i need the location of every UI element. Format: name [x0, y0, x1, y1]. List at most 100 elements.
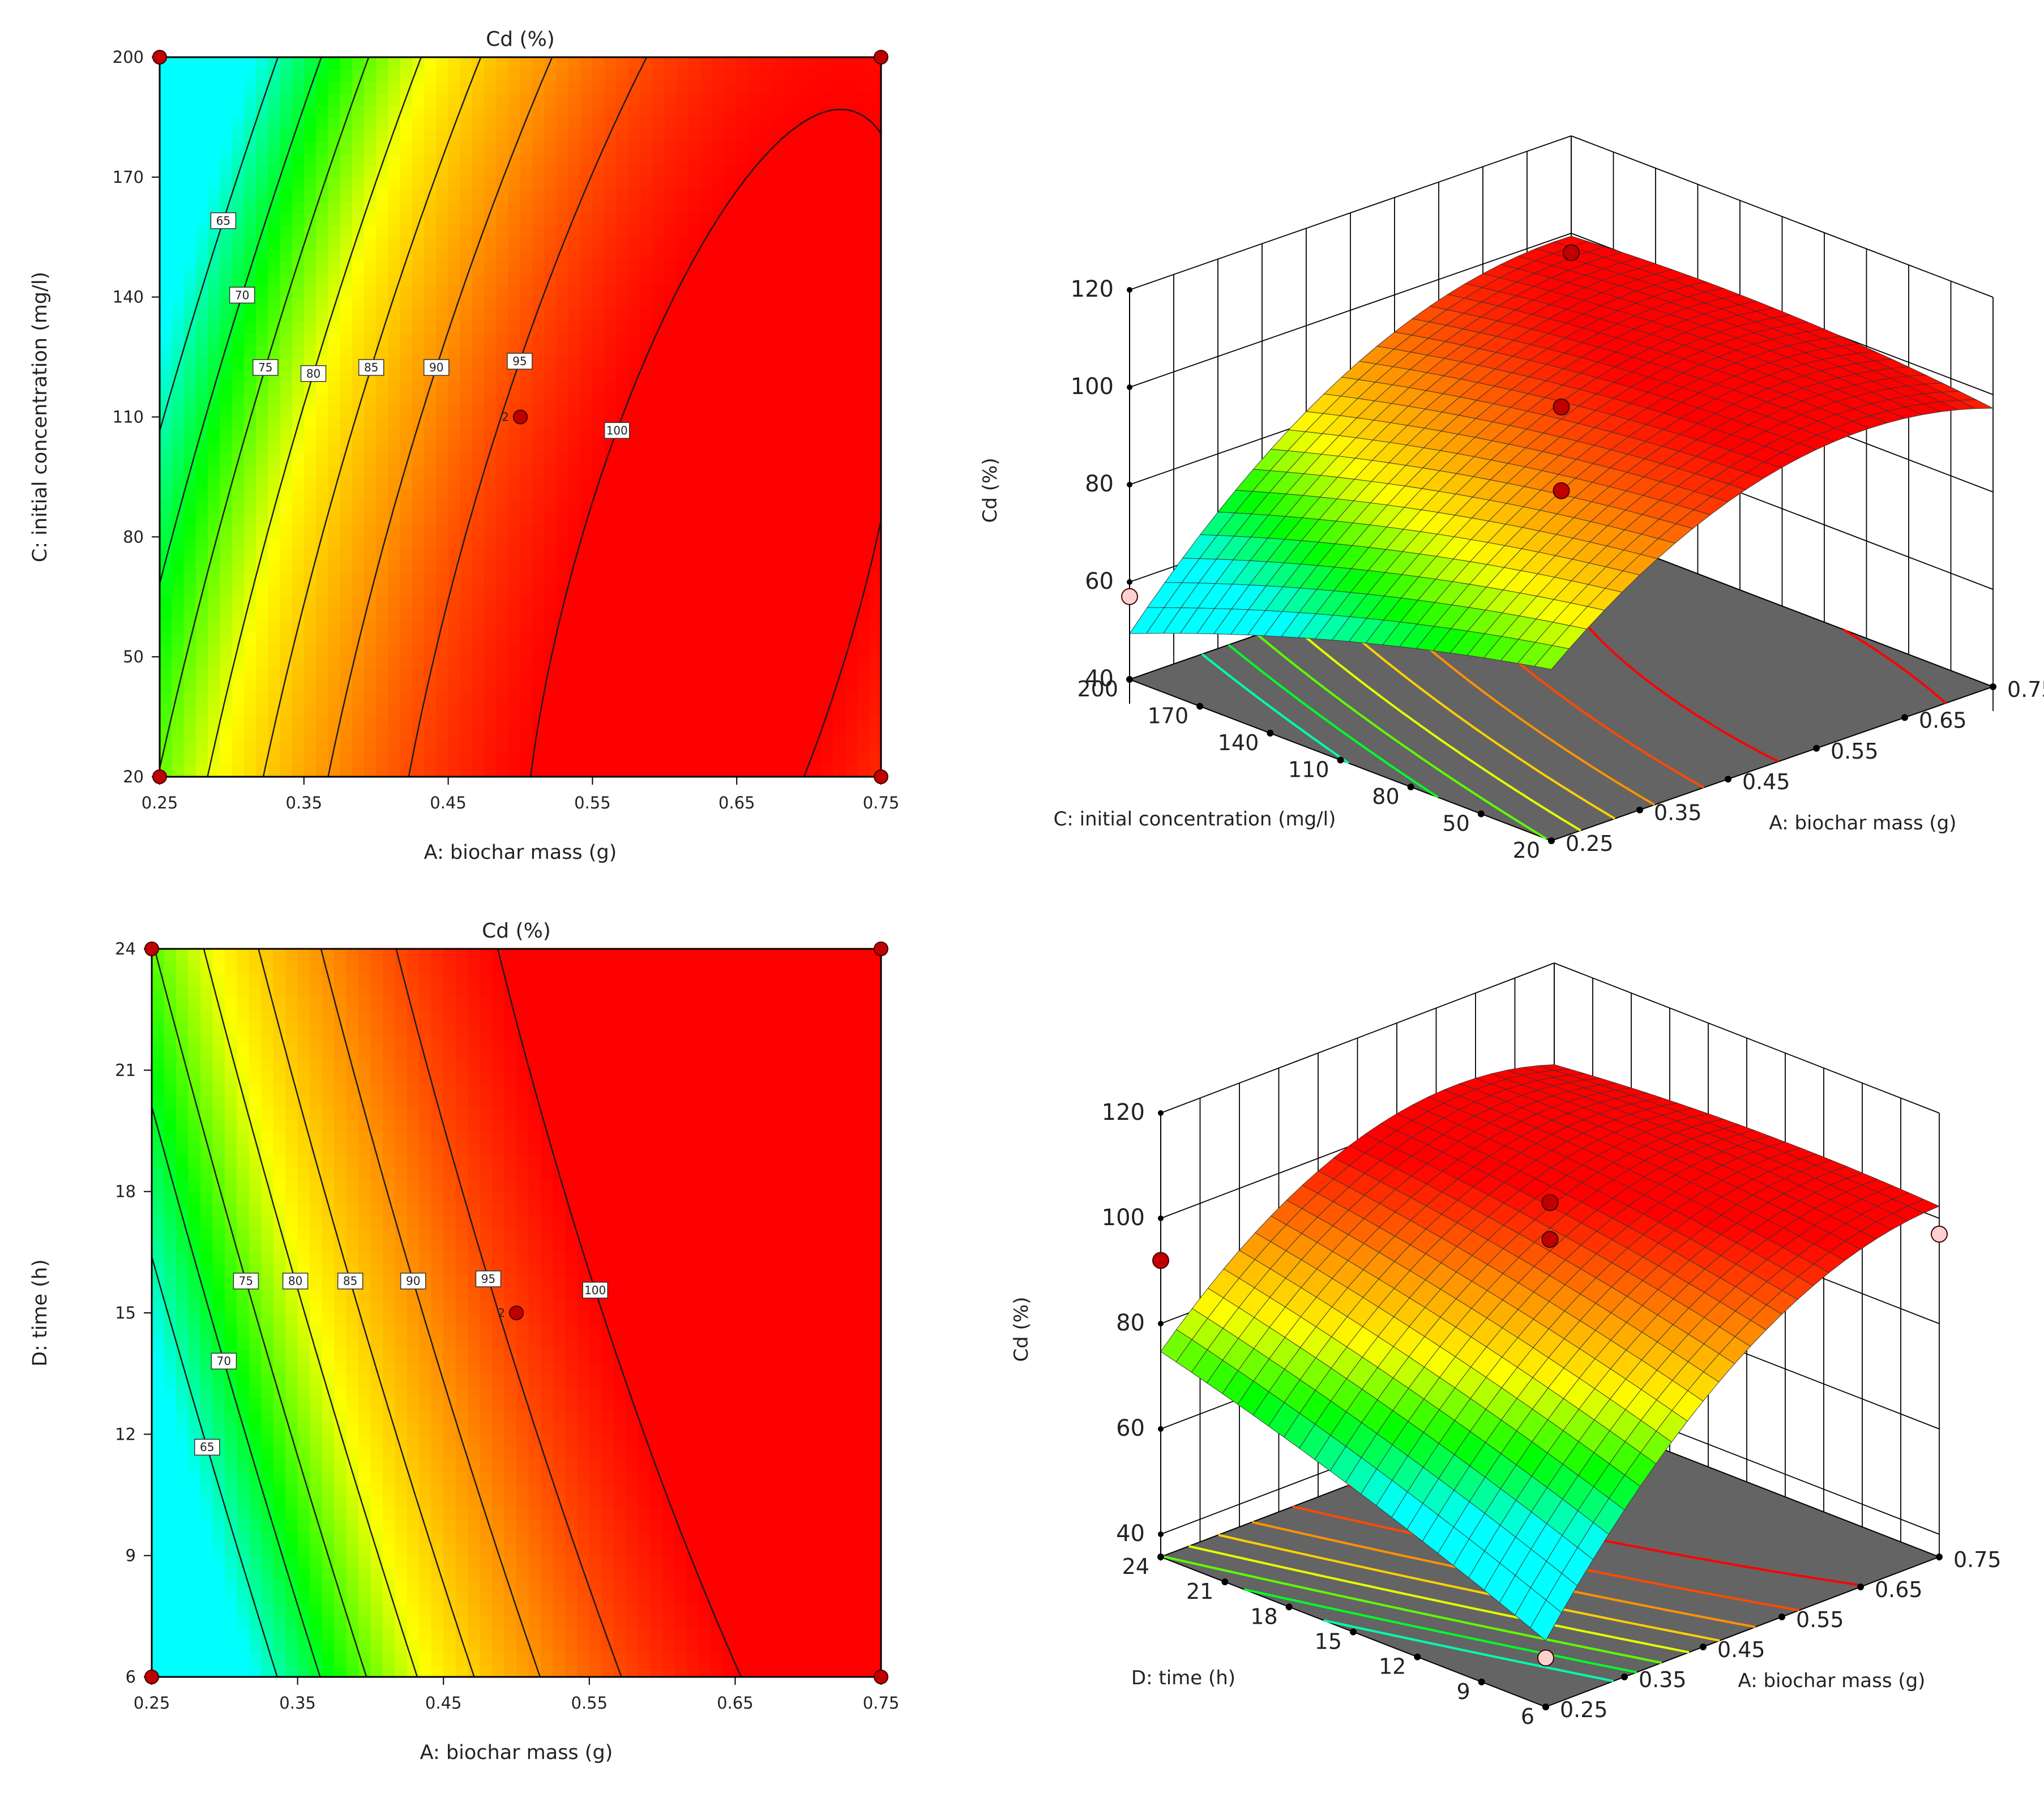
contour-fill-cell: [520, 380, 533, 393]
contour-fill-cell: [760, 620, 773, 634]
contour-fill-cell: [592, 93, 605, 106]
contour-fill-cell: [268, 261, 281, 274]
contour-fill-cell: [261, 1543, 274, 1556]
contour-fill-cell: [844, 1664, 857, 1677]
contour-fill-cell: [664, 477, 677, 490]
contour-fill-cell: [207, 537, 220, 550]
contour-fill-cell: [797, 273, 810, 286]
contour-fill-cell: [436, 572, 449, 585]
contour-fill-cell: [364, 105, 377, 118]
contour-fill-cell: [268, 81, 281, 94]
contour-fill-cell: [857, 285, 870, 298]
contour-fill-cell: [664, 560, 677, 574]
contour-fill-cell: [160, 333, 173, 346]
contour-fill-cell: [674, 1664, 687, 1677]
contour-fill-cell: [785, 500, 798, 513]
contour-fill-cell: [316, 752, 329, 765]
contour-fill-cell: [280, 429, 293, 442]
contour-fill-cell: [207, 560, 220, 574]
contour-fill-cell: [303, 681, 317, 694]
contour-fill-cell: [268, 105, 281, 118]
contour-fill-cell: [400, 692, 413, 705]
contour-fill-cell: [220, 729, 233, 742]
contour-fill-cell: [207, 453, 220, 466]
contour-fill-cell: [592, 752, 605, 765]
contour-fill-cell: [431, 1653, 444, 1666]
z-tick-label: 80: [1085, 471, 1114, 497]
contour-fill-cell: [268, 609, 281, 622]
contour-fill-cell: [677, 729, 690, 742]
contour-fill-cell: [207, 417, 220, 430]
contour-fill-cell: [472, 585, 485, 598]
contour-fill-cell: [424, 489, 437, 502]
contour-fill-cell: [604, 213, 617, 226]
contour-fill-cell: [700, 321, 713, 334]
contour-fill-cell: [212, 1555, 225, 1568]
contour-fill-cell: [388, 453, 401, 466]
contour-fill-cell: [268, 429, 281, 442]
contour-fill-cell: [797, 297, 810, 310]
y-tick-label: 50: [1442, 811, 1469, 836]
contour-fill-cell: [785, 345, 798, 358]
contour-fill-cell: [292, 429, 305, 442]
contour-fill-cell: [833, 237, 846, 250]
contour-fill-cell: [255, 117, 268, 130]
contour-fill-cell: [255, 261, 268, 274]
contour-fill-cell: [400, 632, 413, 645]
contour-fill-cell: [640, 704, 653, 717]
contour-fill-cell: [869, 717, 882, 730]
contour-fill-cell: [785, 393, 798, 406]
contour-fill-cell: [565, 1664, 578, 1677]
contour-fill-cell: [370, 1591, 383, 1605]
contour-fill-cell: [508, 309, 521, 322]
contour-fill-cell: [376, 57, 389, 70]
contour-fill-cell: [845, 609, 858, 622]
contour-fill-cell: [448, 597, 461, 610]
contour-fill-cell: [833, 189, 846, 202]
contour-fill-cell: [172, 357, 185, 370]
contour-fill-cell: [857, 1640, 870, 1653]
contour-fill-cell: [352, 644, 365, 657]
contour-fill-cell: [724, 717, 737, 730]
contour-fill-cell: [436, 189, 449, 202]
contour-fill-cell: [652, 213, 665, 226]
contour-fill-cell: [316, 81, 329, 94]
contour-fill-cell: [737, 393, 750, 406]
contour-fill-cell: [224, 1591, 238, 1605]
contour-fill-cell: [328, 69, 341, 82]
contour-fill-cell: [285, 1604, 298, 1617]
contour-fill-cell: [772, 333, 785, 346]
contour-fill-cell: [724, 417, 737, 430]
z-tick-label: 40: [1085, 666, 1114, 692]
contour-fill-cell: [759, 1628, 772, 1641]
contour-fill-cell: [592, 440, 605, 453]
contour-fill-cell: [540, 1640, 554, 1653]
contour-fill-cell: [207, 93, 220, 106]
contour-fill-cell: [232, 417, 245, 430]
contour-fill-cell: [772, 717, 785, 730]
contour-fill-cell: [689, 405, 702, 418]
contour-fill-cell: [604, 105, 617, 118]
contour-fill-cell: [700, 285, 713, 298]
contour-fill-cell: [845, 537, 858, 550]
contour-fill-cell: [484, 333, 497, 346]
contour-fill-cell: [424, 704, 437, 717]
contour-fill-cell: [328, 632, 341, 645]
contour-fill-cell: [604, 57, 617, 70]
contour-fill-cell: [172, 560, 185, 574]
contour-fill-cell: [255, 752, 268, 765]
contour-fill-cell: [785, 620, 798, 634]
contour-fill-cell: [616, 380, 629, 393]
contour-fill-cell: [528, 1580, 541, 1593]
contour-fill-cell: [785, 117, 798, 130]
contour-fill-cell: [280, 261, 293, 274]
contour-fill-cell: [544, 453, 557, 466]
contour-fill-cell: [412, 440, 425, 453]
contour-fill-cell: [195, 609, 208, 622]
contour-fill-cell: [496, 309, 509, 322]
contour-fill-cell: [772, 81, 785, 94]
contour-fill-cell: [484, 417, 497, 430]
contour-fill-cell: [556, 345, 569, 358]
contour-fill-cell: [255, 717, 268, 730]
x-tick: [1725, 776, 1731, 783]
